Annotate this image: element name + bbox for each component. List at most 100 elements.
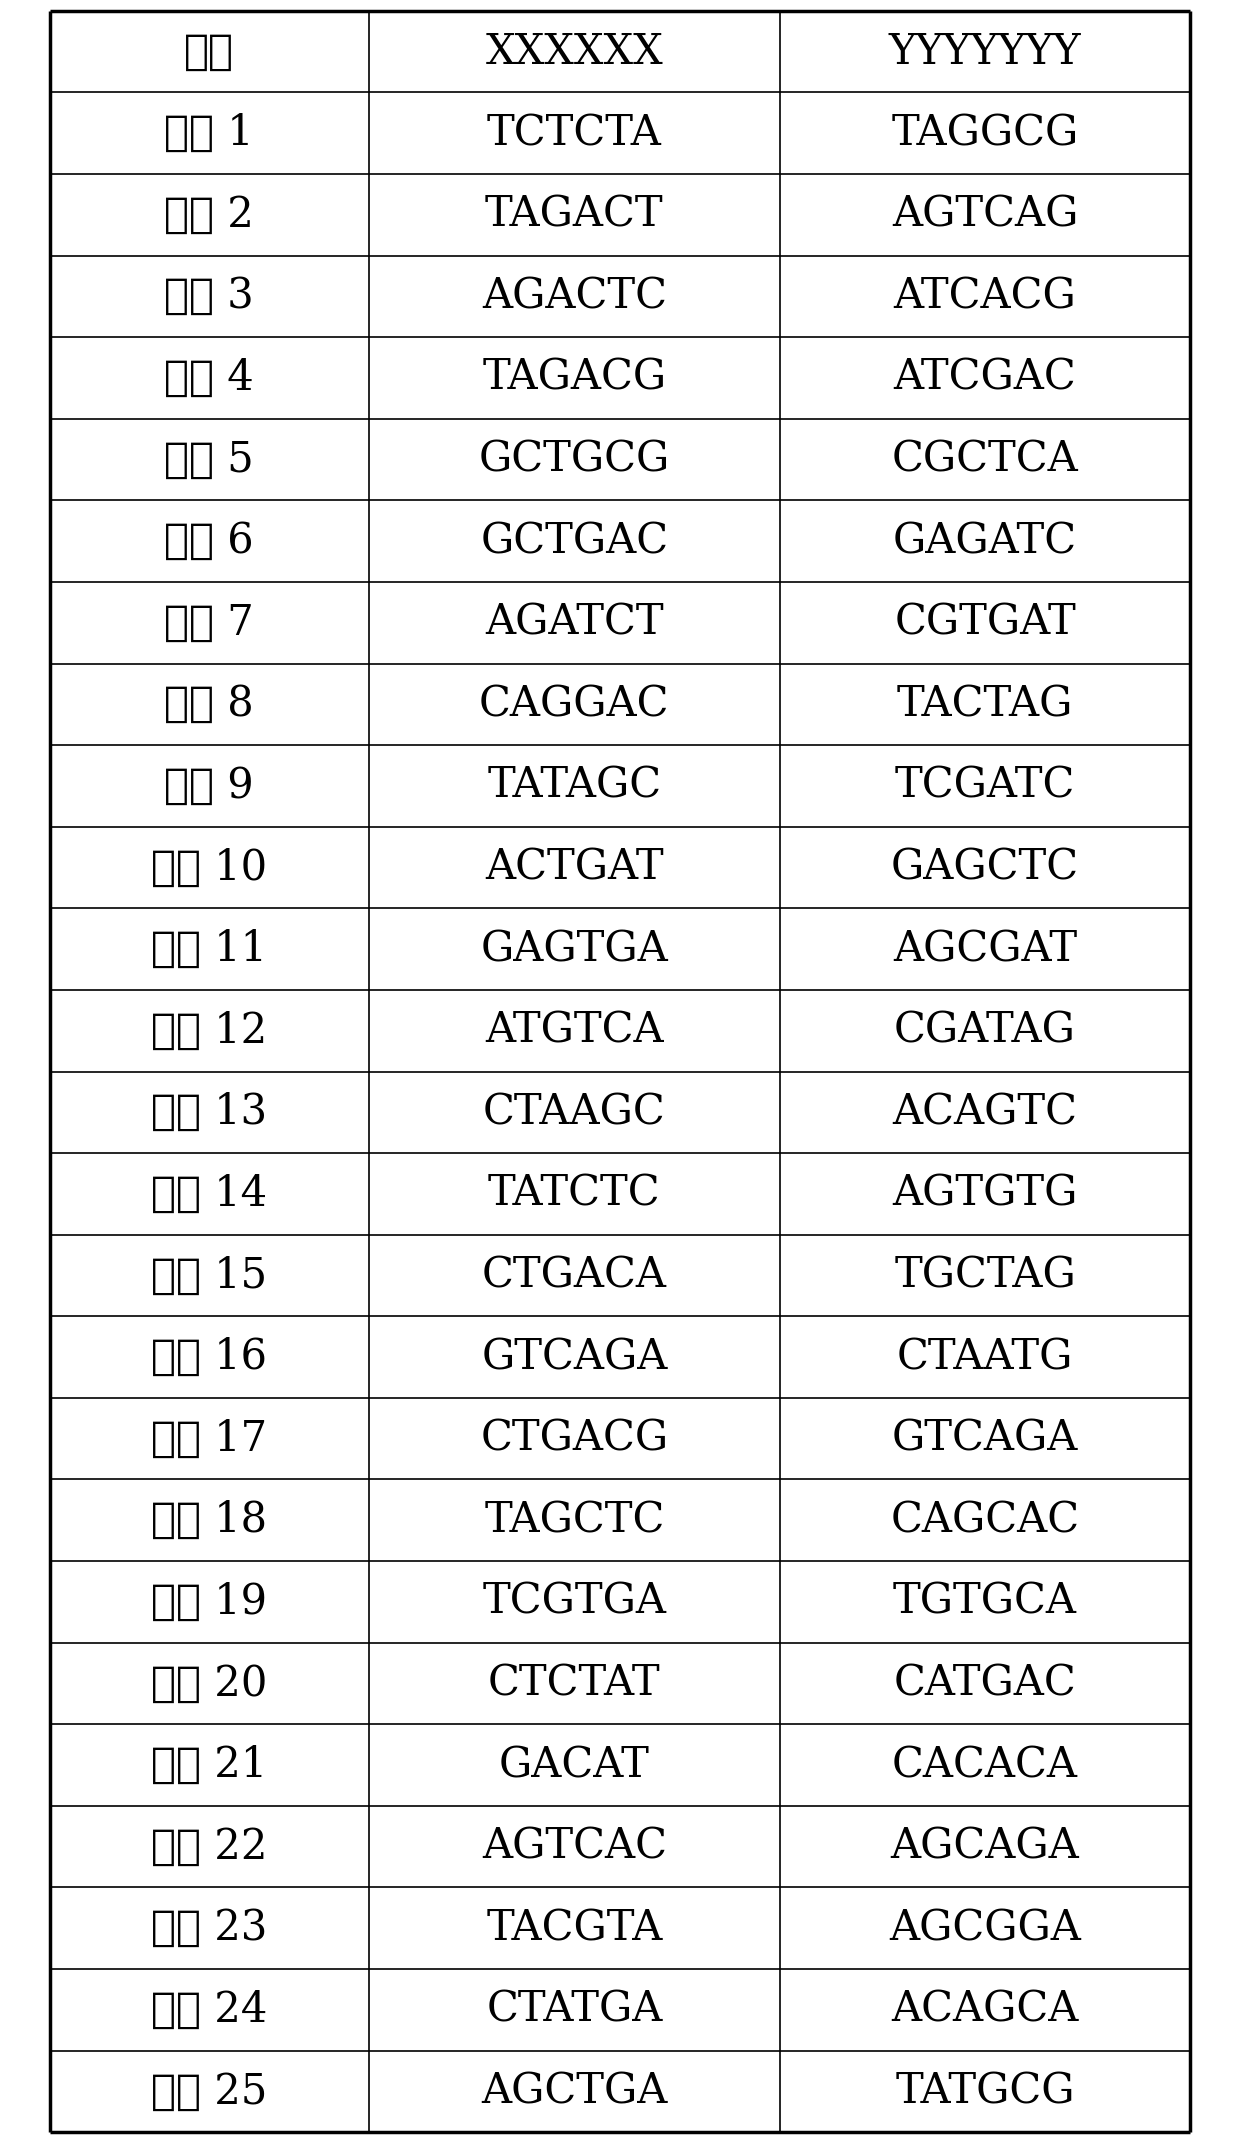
Text: TAGACT: TAGACT [485,193,663,236]
Text: 样本 25: 样本 25 [151,2070,268,2113]
Text: 样本 13: 样本 13 [151,1091,268,1134]
Text: TATAGC: TATAGC [487,765,661,808]
Bar [50,1560,370,1644]
Bar [50,1234,370,1316]
Text: 样本 9: 样本 9 [165,765,254,808]
Text: 样本 10: 样本 10 [151,846,268,889]
Text: TATGCG: TATGCG [895,2070,1075,2113]
Bar [370,1397,780,1479]
Text: CGCTCA: CGCTCA [892,439,1079,480]
Text: GCTGCG: GCTGCG [479,439,670,480]
Text: CGATAG: CGATAG [894,1009,1076,1052]
Text: AGCGAT: AGCGAT [893,928,1078,971]
Bar [50,1072,370,1153]
Text: 样本 5: 样本 5 [165,439,254,480]
Text: 序号: 序号 [185,30,234,73]
Text: TAGGCG: TAGGCG [892,111,1079,154]
Text: 样本 12: 样本 12 [151,1009,268,1052]
Text: 样本 2: 样本 2 [165,193,254,236]
Bar [50,499,370,583]
Text: GACAT: GACAT [498,1744,650,1785]
Text: AGACTC: AGACTC [482,274,667,317]
Bar [50,1969,370,2051]
Bar [50,1397,370,1479]
Text: CAGCAC: CAGCAC [890,1500,1080,1541]
Bar [370,336,780,418]
Text: CTAATG: CTAATG [897,1335,1074,1378]
Text: ATCGAC: ATCGAC [894,358,1076,399]
Text: CATGAC: CATGAC [894,1663,1076,1704]
Text: CTCTAT: CTCTAT [489,1663,661,1704]
Text: 样本 6: 样本 6 [165,521,254,561]
Bar [370,1072,780,1153]
Text: AGTGTG: AGTGTG [893,1172,1078,1215]
Bar [50,827,370,909]
Text: 样本 1: 样本 1 [165,111,254,154]
Text: 样本 22: 样本 22 [151,1826,268,1869]
Text: 样本 23: 样本 23 [151,1907,268,1950]
Text: GTCAGA: GTCAGA [481,1335,667,1378]
Bar [370,1153,780,1234]
Text: 样本 11: 样本 11 [151,928,268,971]
Text: 样本 19: 样本 19 [151,1582,268,1622]
Text: CGTGAT: CGTGAT [894,602,1076,643]
Text: GAGCTC: GAGCTC [892,846,1079,889]
Bar [370,174,780,255]
Bar [370,1888,780,1969]
Bar [370,1234,780,1316]
Bar [50,2051,370,2132]
Bar [370,827,780,909]
Text: TCTCTA: TCTCTA [487,111,662,154]
Text: CTGACA: CTGACA [482,1254,667,1297]
Bar [50,92,370,174]
Text: 样本 21: 样本 21 [151,1744,268,1785]
Text: TAGACG: TAGACG [482,358,666,399]
Bar [370,499,780,583]
Bar [780,255,1190,336]
Bar [780,1072,1190,1153]
Text: 样本 20: 样本 20 [151,1663,268,1704]
Bar [50,583,370,664]
Bar [50,1644,370,1725]
Text: AGTCAG: AGTCAG [892,193,1079,236]
Bar [780,1560,1190,1644]
Bar [50,418,370,499]
Bar [370,255,780,336]
Text: XXXXXX: XXXXXX [486,30,663,73]
Bar [780,11,1190,92]
Text: 样本 8: 样本 8 [165,684,254,724]
Bar [370,990,780,1072]
Text: CACACA: CACACA [892,1744,1078,1785]
Bar [50,1888,370,1969]
Text: GAGATC: GAGATC [893,521,1078,561]
Bar [370,2051,780,2132]
Text: YYYYYYY: YYYYYYY [889,30,1081,73]
Bar [780,746,1190,827]
Bar [780,990,1190,1072]
Bar [780,499,1190,583]
Bar [370,92,780,174]
Bar [50,174,370,255]
Text: TACTAG: TACTAG [897,684,1074,724]
Bar [370,1725,780,1807]
Bar [780,92,1190,174]
Bar [780,1234,1190,1316]
Text: 样本 7: 样本 7 [165,602,254,643]
Bar [50,11,370,92]
Text: AGATCT: AGATCT [485,602,663,643]
Text: 样本 4: 样本 4 [165,358,254,399]
Text: ATGTCA: ATGTCA [485,1009,663,1052]
Bar [780,1807,1190,1888]
Text: AGCAGA: AGCAGA [890,1826,1080,1869]
Bar [370,909,780,990]
Text: TCGTGA: TCGTGA [482,1582,666,1622]
Bar [780,2051,1190,2132]
Text: 样本 24: 样本 24 [151,1989,268,2032]
Bar [780,909,1190,990]
Bar [50,1153,370,1234]
Text: AGTCAC: AGTCAC [482,1826,667,1869]
Text: 样本 16: 样本 16 [151,1335,268,1378]
Bar [50,1725,370,1807]
Bar [370,1316,780,1397]
Bar [780,1316,1190,1397]
